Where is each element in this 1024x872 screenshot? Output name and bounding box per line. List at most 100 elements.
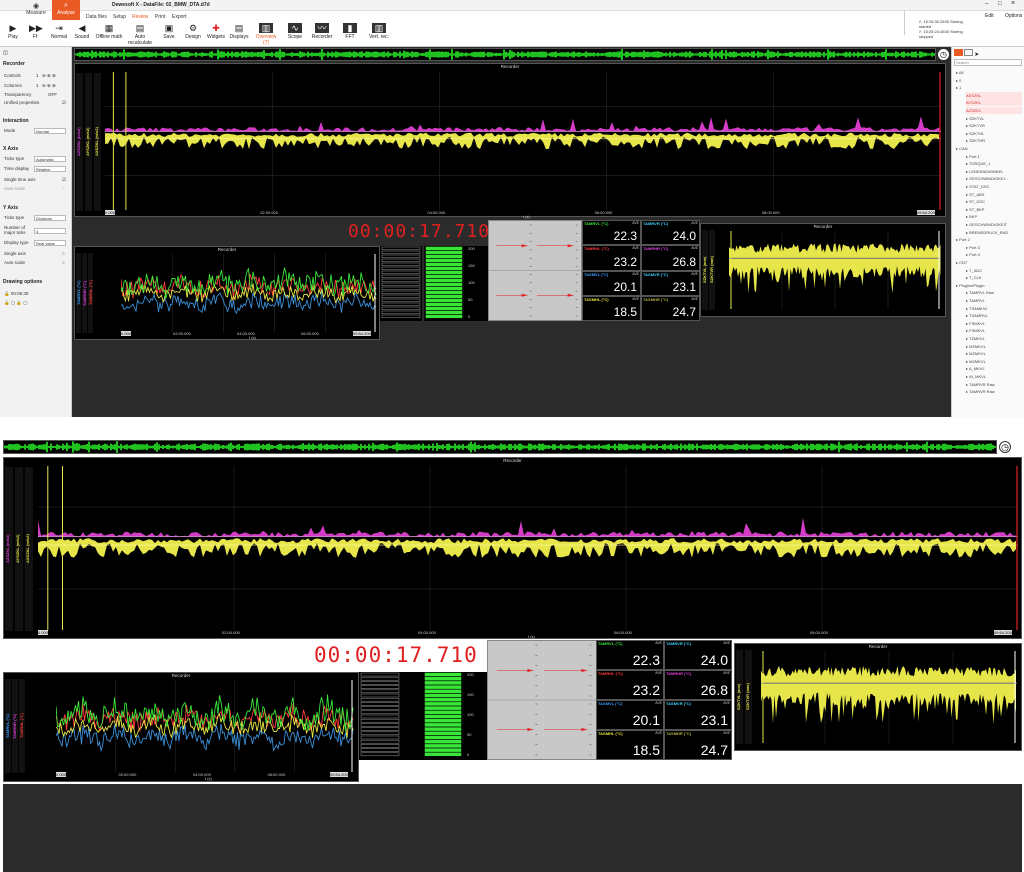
ticks-type-select[interactable]: Automatic [34, 156, 66, 162]
channel-item[interactable]: ▸ Plugins/Plugin [956, 282, 985, 288]
channel-item[interactable]: ▸ TAMRVR Raw [966, 381, 995, 387]
single-axis-radio[interactable]: ○ [62, 251, 65, 256]
small-plot-area-2[interactable] [56, 680, 354, 772]
channel-item[interactable]: ▸ Port 2 [956, 237, 970, 243]
digital-meter[interactable]: TASMHR (°C) AVE 24.7 [641, 295, 700, 321]
channel-item[interactable]: ▸ BKP [966, 214, 978, 220]
digital-meter[interactable]: TASMVL (°C) AVE 20.1 [596, 700, 664, 730]
overview-strip-2[interactable] [3, 440, 997, 454]
auto-scale-radio[interactable]: ○ [62, 186, 65, 191]
auto-recalculate-button[interactable]: ▤ Auto recalculate [127, 23, 153, 46]
close-icon[interactable]: × [1011, 0, 1016, 7]
widgets-button[interactable]: ✚ Widgets [206, 23, 226, 40]
controls-stepper[interactable]: ⊖ ⊕ ⊗ [42, 73, 56, 78]
scope-button[interactable]: ∿ Scope [287, 23, 303, 40]
maximize-icon[interactable]: □ [998, 1, 1002, 7]
analyse-mode-button[interactable]: ⌕ Analyse [52, 0, 80, 20]
display-type-select[interactable]: Real value [34, 240, 66, 246]
time-scale-icon[interactable]: ◷ [938, 49, 949, 60]
channel-item[interactable]: ▸ T_CLK [966, 275, 982, 281]
single-time-axis-checkbox[interactable]: ☑ [62, 177, 67, 182]
menu-data-files[interactable]: Data files [86, 14, 107, 20]
channel-item[interactable]: ▸ TSAMKVL [966, 305, 988, 311]
digital-meter[interactable]: TAMRVL (°C) AVE 22.3 [596, 640, 664, 670]
channel-item[interactable]: ▸ MZMKVL [966, 351, 986, 357]
channel-item[interactable]: ▸ Port 3 [966, 244, 980, 250]
options-button[interactable]: Options [1005, 13, 1023, 19]
digital-meter[interactable]: TAMRHR (°C) AVE 26.8 [664, 670, 732, 700]
channel-item[interactable]: ▸ FSMKVL [966, 320, 986, 326]
channel-item[interactable]: ▸ TAMRVL Raw [966, 290, 994, 296]
channel-item[interactable]: ▸ STAT_DSC [966, 184, 990, 189]
channel-item[interactable]: ▸ Port 1 [966, 153, 980, 159]
channel-item[interactable]: ▸ ST_BKP [966, 206, 985, 212]
edit-button[interactable]: Edit [985, 13, 994, 19]
channel-item[interactable]: ▸ MZMKVL [966, 343, 986, 349]
time-display-select[interactable]: Relative [34, 166, 66, 172]
channel-item[interactable]: ▸ SZKTVL [966, 115, 985, 121]
small-plot-area[interactable] [121, 254, 377, 332]
menu-setup[interactable]: Setup [113, 14, 127, 20]
right-recorder-panel-2[interactable]: Recorder SZKTVL (mm) SZKTVR (mm) [734, 643, 1022, 751]
digital-meter[interactable]: TASMHR (°C) AVE 24.7 [664, 730, 732, 760]
measure-mode-button[interactable]: ◉ Measure [22, 0, 50, 20]
normal-button[interactable]: ⇥ Normal [50, 23, 68, 40]
channel-item[interactable]: ▸ SZKTHR [966, 138, 986, 144]
channel-item[interactable]: ▸ 1 [956, 85, 962, 91]
transparency-select[interactable]: OFF [48, 92, 57, 97]
offline-math-button[interactable]: ▦ Offline math [95, 23, 123, 40]
time-scale-icon-2[interactable]: ◷ [999, 441, 1011, 453]
auto-scale-y-radio[interactable]: ○ [62, 260, 65, 265]
menu-review[interactable]: Review [132, 14, 149, 20]
play-button[interactable]: ▶ Play [8, 23, 18, 40]
channel-item[interactable]: ▸ TAMRVR Raw [966, 389, 995, 395]
sidebar-collapse-icon[interactable]: ◫ [3, 50, 8, 56]
digital-meter[interactable]: TAMRVR (°C) AVE 24.0 [641, 220, 700, 246]
digital-meter[interactable]: TASMVL (°C) AVE 20.1 [582, 270, 641, 296]
digital-meter[interactable]: TAMRVL (°C) AVE 22.3 [582, 220, 641, 246]
overview-button[interactable]: ▥ Overview (7) [255, 23, 277, 46]
channel-item[interactable]: ▸ FSMKVL [966, 328, 986, 334]
digital-meter[interactable]: TAMRHL (°C) AVE 23.2 [582, 245, 641, 271]
overview-strip[interactable] [74, 48, 936, 61]
menu-print[interactable]: Print [155, 14, 166, 20]
channel-item[interactable]: ▸ 0 [956, 77, 962, 83]
save-button[interactable]: ▣ Save [163, 23, 175, 40]
main-recorder-panel[interactable]: Recorder AZSZKL (m/s2) AYSZKL (m/s2) AXS… [74, 63, 946, 219]
fast-forward-button[interactable]: ▶▶ Ff [29, 23, 43, 40]
design-button[interactable]: ⚙ Design [185, 23, 201, 40]
digital-meter[interactable]: TASMHL (°C) AVE 18.5 [582, 295, 641, 321]
sound-button[interactable]: ◀ Sound [74, 23, 90, 40]
main-plot-area[interactable] [105, 72, 941, 210]
channel-item[interactable]: ▸ GESCHWINDIGKEI... [966, 176, 1009, 182]
displays-button[interactable]: ▤ Displays [229, 23, 249, 40]
channel-item[interactable]: ▸ TZMKVL [966, 336, 985, 341]
digital-meter[interactable]: TAMRHL (°C) AVE 23.2 [596, 670, 664, 700]
channel-item[interactable]: ▸ T_ADC [966, 267, 983, 273]
channel-item[interactable]: AZSZKL [966, 107, 1022, 114]
channel-view-icon[interactable] [954, 49, 963, 56]
channel-item[interactable]: ▸ W_MKVL [966, 374, 987, 379]
lock-icon-2[interactable]: 🔒 ▢ 🔒 ▢ [4, 300, 28, 305]
right-recorder-panel[interactable]: Recorder SZKTVL (mm) SZKTVR (mm) [700, 223, 946, 317]
vert-rec-button[interactable]: ▥ Vert. rec. [368, 23, 389, 40]
minimize-icon[interactable]: – [985, 1, 989, 7]
digital-meter[interactable]: TASMHL (°C) AVE 18.5 [596, 730, 664, 760]
unified-checkbox[interactable]: ☑ [62, 100, 67, 105]
channel-item[interactable]: ▸ A_MKVL [966, 366, 985, 372]
channel-item[interactable]: ▸ Port 4 [966, 252, 980, 258]
channel-item[interactable]: ▸ TSAMRVL [966, 313, 988, 319]
channel-item[interactable]: ▸ TORQUE_1 [966, 161, 991, 167]
channel-item[interactable]: ▸ All [956, 70, 964, 75]
small-recorder-panel[interactable]: Recorder TAMRVL (°C) TAMRHR (°C) TAMRHL … [74, 246, 380, 340]
mode-select[interactable]: Normal [34, 128, 66, 134]
lock-icon[interactable]: 🔒 [4, 291, 10, 296]
y-ticks-type-select[interactable]: Divisions [34, 215, 66, 221]
channel-item[interactable]: ▸ ST_ABS [966, 191, 985, 197]
channel-item[interactable]: ▸ CAN [956, 146, 968, 151]
digital-meter[interactable]: TAMRHR (°C) AVE 26.8 [641, 245, 700, 271]
channel-item[interactable]: ▸ BREMSDRUCK_RAD [966, 229, 1009, 235]
main-plot-area-2[interactable] [38, 466, 1018, 630]
channel-item[interactable]: ▸ LENKRADWINKEL [966, 168, 1004, 174]
channel-item[interactable]: ▸ SZKTHL [966, 130, 985, 136]
